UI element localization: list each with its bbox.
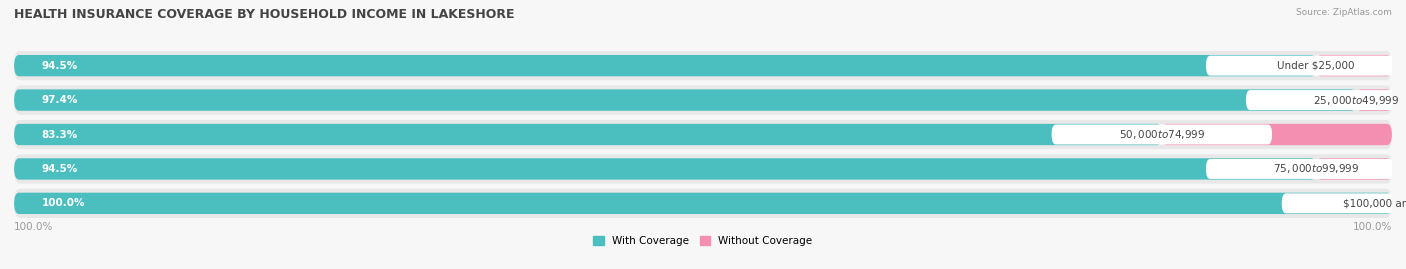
Text: $50,000 to $74,999: $50,000 to $74,999 <box>1119 128 1205 141</box>
Legend: With Coverage, Without Coverage: With Coverage, Without Coverage <box>593 236 813 246</box>
Text: $25,000 to $49,999: $25,000 to $49,999 <box>1313 94 1399 107</box>
FancyBboxPatch shape <box>1206 56 1406 76</box>
Text: 83.3%: 83.3% <box>42 129 77 140</box>
Text: Under $25,000: Under $25,000 <box>1278 61 1355 71</box>
Text: Source: ZipAtlas.com: Source: ZipAtlas.com <box>1296 8 1392 17</box>
FancyBboxPatch shape <box>1357 89 1392 111</box>
FancyBboxPatch shape <box>14 55 1316 76</box>
FancyBboxPatch shape <box>14 120 1392 149</box>
FancyBboxPatch shape <box>1206 159 1406 179</box>
FancyBboxPatch shape <box>1282 193 1406 213</box>
FancyBboxPatch shape <box>14 124 1161 145</box>
Text: HEALTH INSURANCE COVERAGE BY HOUSEHOLD INCOME IN LAKESHORE: HEALTH INSURANCE COVERAGE BY HOUSEHOLD I… <box>14 8 515 21</box>
FancyBboxPatch shape <box>1052 125 1272 144</box>
FancyBboxPatch shape <box>1316 55 1392 76</box>
Text: $100,000 and over: $100,000 and over <box>1343 198 1406 208</box>
Text: 94.5%: 94.5% <box>42 164 77 174</box>
FancyBboxPatch shape <box>1316 158 1392 180</box>
FancyBboxPatch shape <box>1161 124 1392 145</box>
FancyBboxPatch shape <box>14 86 1392 115</box>
FancyBboxPatch shape <box>14 89 1357 111</box>
Text: 100.0%: 100.0% <box>1353 222 1392 232</box>
Text: 100.0%: 100.0% <box>14 222 53 232</box>
Text: $75,000 to $99,999: $75,000 to $99,999 <box>1272 162 1360 175</box>
FancyBboxPatch shape <box>14 154 1392 183</box>
FancyBboxPatch shape <box>1246 90 1406 110</box>
FancyBboxPatch shape <box>14 158 1316 180</box>
Text: 100.0%: 100.0% <box>42 198 86 208</box>
FancyBboxPatch shape <box>14 51 1392 80</box>
FancyBboxPatch shape <box>14 189 1392 218</box>
Text: 97.4%: 97.4% <box>42 95 77 105</box>
FancyBboxPatch shape <box>14 193 1392 214</box>
Text: 94.5%: 94.5% <box>42 61 77 71</box>
